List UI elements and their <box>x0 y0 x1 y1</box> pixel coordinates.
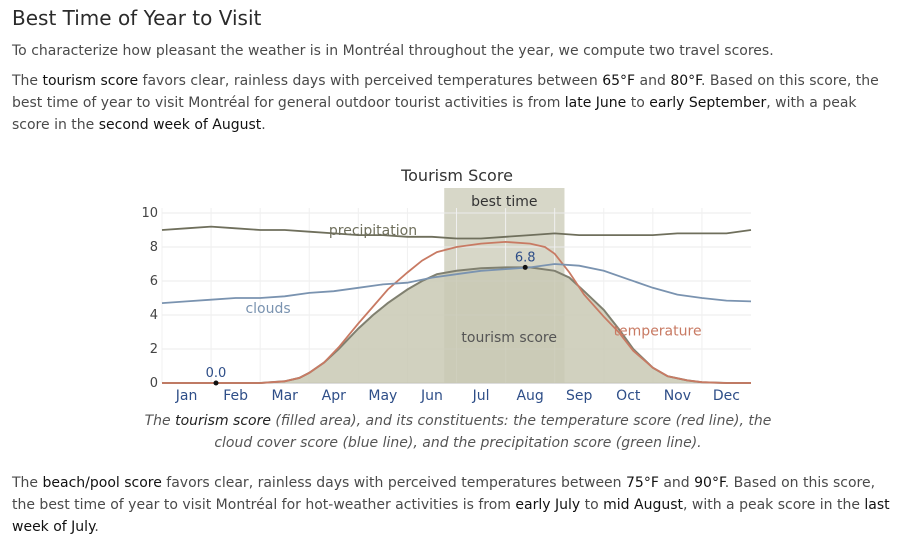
best-time-end: early September <box>649 95 767 111</box>
text-fragment: to <box>580 497 604 513</box>
x-tick-label: Jan <box>175 388 198 404</box>
temperature-line <box>162 240 751 384</box>
x-tick-label: Feb <box>223 388 248 404</box>
y-tick-label: 10 <box>141 206 158 221</box>
chart-title: Tourism Score <box>400 166 513 185</box>
annotation-dot <box>522 264 528 270</box>
annotations: 0.0 6.8 <box>206 250 536 386</box>
tourism-score-area <box>162 267 751 383</box>
text-fragment: . Based on this score, the best time of … <box>12 475 876 513</box>
series-label: precipitation <box>329 223 417 239</box>
text-fragment: (filled area), and its constituents: the… <box>214 413 772 451</box>
chart-caption: The tourism score (filled area), and its… <box>130 410 786 454</box>
y-tick-label: 0 <box>150 376 158 391</box>
text-fragment: favors clear, rainless days with perceiv… <box>138 73 603 89</box>
tourism-score-term: tourism score <box>42 73 139 89</box>
x-tick-label: Jul <box>472 388 490 404</box>
text-fragment: The <box>12 475 43 491</box>
temp-low: 65°F <box>602 73 636 89</box>
best-time-end: mid August <box>603 497 683 513</box>
temp-high: 80°F <box>670 73 701 89</box>
series-label: tourism score <box>461 330 557 346</box>
intro-paragraph: To characterize how pleasant the weather… <box>12 43 774 59</box>
caption-score-term: tourism score <box>175 413 271 429</box>
y-tick-label: 8 <box>150 240 158 255</box>
x-tick-label: Oct <box>616 388 641 404</box>
series-group <box>161 225 752 384</box>
best-time-label: best time <box>471 194 537 210</box>
x-tick-label: Mar <box>271 388 298 404</box>
text-fragment: The <box>12 73 43 89</box>
tourism-score-chart: best time Tourism Score 0 2 4 6 8 10 Jan Feb Ma… <box>141 166 752 404</box>
beach-paragraph: The beach/pool score favors clear, rainl… <box>12 472 898 538</box>
annotation-label: 6.8 <box>515 250 536 265</box>
x-tick-label: Jun <box>420 388 443 404</box>
text-fragment: favors clear, rainless days with perceiv… <box>161 475 626 491</box>
text-fragment: and <box>658 475 695 491</box>
x-tick-label: Apr <box>322 388 346 404</box>
series-label: clouds <box>245 301 290 317</box>
x-axis-labels: Jan Feb Mar Apr May Jun Jul Aug Sep Oct Nov Dec <box>175 388 740 404</box>
series-labels: precipitation clouds tourism score temperat… <box>245 223 701 346</box>
peak-time: last week of July <box>12 497 890 535</box>
x-tick-label: Sep <box>566 388 593 404</box>
text-fragment: and <box>635 73 671 89</box>
section-title: Best Time of Year to Visit <box>12 6 262 30</box>
y-tick-label: 4 <box>150 308 158 323</box>
text-fragment: . <box>261 117 266 133</box>
text-fragment: . Based on this score, the best time of … <box>12 73 879 111</box>
y-axis-labels: 0 2 4 6 8 10 <box>141 206 158 391</box>
text-fragment: The <box>144 413 176 429</box>
best-time-start: early July <box>515 497 581 513</box>
x-tick-label: May <box>368 388 397 404</box>
text-fragment: to <box>626 95 650 111</box>
tourism-paragraph: The tourism score favors clear, rainless… <box>12 70 898 136</box>
precipitation-line <box>161 225 752 240</box>
annotation-dot <box>213 380 219 386</box>
peak-time: second week of August <box>98 117 262 133</box>
text-fragment: . <box>94 519 99 535</box>
beach-score-term: beach/pool score <box>42 475 162 491</box>
temp-high: 90°F <box>694 475 725 491</box>
annotation-label: 0.0 <box>206 366 227 381</box>
text-fragment: , with a peak score in the <box>12 95 857 133</box>
y-tick-label: 6 <box>150 274 158 289</box>
text-fragment: , with a peak score in the <box>682 497 865 513</box>
x-tick-label: Dec <box>713 388 740 404</box>
series-label: temperature <box>614 323 702 339</box>
y-tick-label: 2 <box>150 342 158 357</box>
clouds-line <box>161 263 752 304</box>
x-tick-label: Nov <box>664 388 691 404</box>
best-time-start: late June <box>564 95 627 111</box>
temp-low: 75°F <box>626 475 659 491</box>
x-tick-label: Aug <box>516 388 543 404</box>
